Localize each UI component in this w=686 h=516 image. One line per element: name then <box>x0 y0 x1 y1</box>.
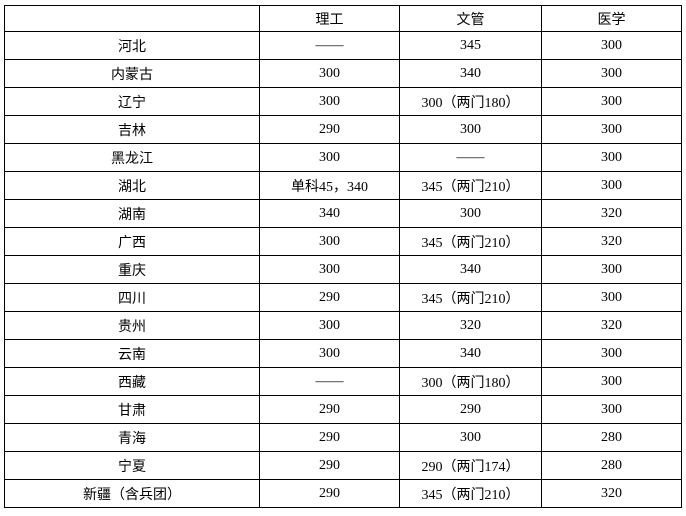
header-cell-province <box>4 5 260 32</box>
score-cell: 340 <box>399 59 542 88</box>
score-cell: 290 <box>259 451 400 480</box>
province-cell: 甘肃 <box>4 395 260 424</box>
score-cell: 290 <box>259 395 400 424</box>
score-cell: 290 <box>399 395 542 424</box>
score-cell: 300 <box>259 87 400 116</box>
province-cell: 青海 <box>4 423 260 452</box>
province-cell: 云南 <box>4 339 260 368</box>
table-row: 黑龙江 300 —— 300 <box>4 143 682 172</box>
score-cell: 300 <box>541 283 682 312</box>
table-row: 甘肃 290 290 300 <box>4 395 682 424</box>
table-row: 宁夏 290 290（两门174） 280 <box>4 451 682 480</box>
province-cell: 湖北 <box>4 171 260 200</box>
score-cell: 320 <box>541 199 682 228</box>
table-body: 河北 —— 345 300 内蒙古 300 340 300 辽宁 300 300（两门180） 300… <box>4 31 682 508</box>
score-cell: —— <box>259 367 400 396</box>
header-row: 理工 文管 医学 <box>4 5 682 32</box>
score-cell: 345 <box>399 31 542 60</box>
score-cell: 320 <box>541 227 682 256</box>
score-cell: 290 <box>259 283 400 312</box>
score-table: 理工 文管 医学 河北 —— 345 300 内蒙古 300 340 300 辽宁 300 300（… <box>4 5 682 508</box>
score-cell: 300 <box>541 395 682 424</box>
score-cell: 300 <box>399 199 542 228</box>
score-cell: 345（两门210） <box>399 227 542 256</box>
score-cell: 300 <box>259 339 400 368</box>
score-cell: 345（两门210） <box>399 479 542 508</box>
table-row: 新疆（含兵团） 290 345（两门210） 320 <box>4 479 682 508</box>
score-cell: 320 <box>399 311 542 340</box>
score-cell: 340 <box>399 339 542 368</box>
score-cell: —— <box>259 31 400 60</box>
score-cell: 单科45，340 <box>259 171 400 200</box>
province-cell: 新疆（含兵团） <box>4 479 260 508</box>
score-cell: 300 <box>541 31 682 60</box>
score-cell: 300 <box>541 115 682 144</box>
table-row: 内蒙古 300 340 300 <box>4 59 682 88</box>
table-row: 广西 300 345（两门210） 320 <box>4 227 682 256</box>
province-cell: 宁夏 <box>4 451 260 480</box>
score-cell: 290 <box>259 423 400 452</box>
table-row: 河北 —— 345 300 <box>4 31 682 60</box>
table-row: 贵州 300 320 320 <box>4 311 682 340</box>
score-cell: 300 <box>541 143 682 172</box>
table-row: 西藏 —— 300（两门180） 300 <box>4 367 682 396</box>
score-cell: 290 <box>259 479 400 508</box>
score-cell: 300 <box>541 367 682 396</box>
score-cell: 300（两门180） <box>399 87 542 116</box>
score-cell: 300 <box>259 255 400 284</box>
score-cell: 300 <box>259 227 400 256</box>
score-cell: 320 <box>541 311 682 340</box>
score-cell: 320 <box>541 479 682 508</box>
table-row: 辽宁 300 300（两门180） 300 <box>4 87 682 116</box>
score-cell: 345（两门210） <box>399 171 542 200</box>
province-cell: 贵州 <box>4 311 260 340</box>
province-cell: 辽宁 <box>4 87 260 116</box>
score-cell: 290（两门174） <box>399 451 542 480</box>
score-cell: 345（两门210） <box>399 283 542 312</box>
header-cell-science: 理工 <box>259 5 400 32</box>
province-cell: 吉林 <box>4 115 260 144</box>
header-cell-arts: 文管 <box>399 5 542 32</box>
score-cell: 340 <box>399 255 542 284</box>
province-cell: 西藏 <box>4 367 260 396</box>
score-cell: —— <box>399 143 542 172</box>
province-cell: 重庆 <box>4 255 260 284</box>
table-row: 云南 300 340 300 <box>4 339 682 368</box>
score-cell: 280 <box>541 423 682 452</box>
score-cell: 300 <box>541 59 682 88</box>
score-cell: 300 <box>259 311 400 340</box>
table-row: 湖北 单科45，340 345（两门210） 300 <box>4 171 682 200</box>
score-cell: 300 <box>259 143 400 172</box>
province-cell: 河北 <box>4 31 260 60</box>
score-cell: 300 <box>541 171 682 200</box>
table-row: 湖南 340 300 320 <box>4 199 682 228</box>
province-cell: 广西 <box>4 227 260 256</box>
province-cell: 湖南 <box>4 199 260 228</box>
score-cell: 300（两门180） <box>399 367 542 396</box>
score-cell: 280 <box>541 451 682 480</box>
table-row: 吉林 290 300 300 <box>4 115 682 144</box>
province-cell: 黑龙江 <box>4 143 260 172</box>
province-cell: 内蒙古 <box>4 59 260 88</box>
table-row: 青海 290 300 280 <box>4 423 682 452</box>
table-row: 重庆 300 340 300 <box>4 255 682 284</box>
score-cell: 340 <box>259 199 400 228</box>
score-cell: 300 <box>399 115 542 144</box>
score-cell: 290 <box>259 115 400 144</box>
score-cell: 300 <box>541 87 682 116</box>
score-cell: 300 <box>541 255 682 284</box>
table-row: 四川 290 345（两门210） 300 <box>4 283 682 312</box>
score-cell: 300 <box>259 59 400 88</box>
score-cell: 300 <box>399 423 542 452</box>
header-cell-medicine: 医学 <box>541 5 682 32</box>
score-cell: 300 <box>541 339 682 368</box>
province-cell: 四川 <box>4 283 260 312</box>
